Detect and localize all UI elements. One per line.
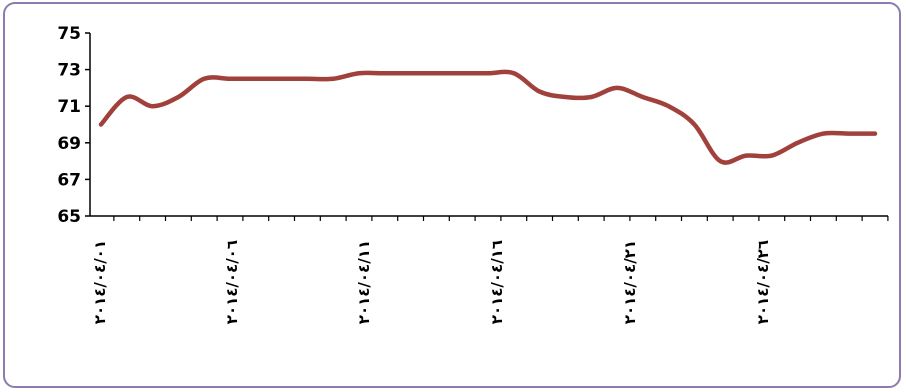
data-point xyxy=(796,141,800,145)
y-tick-label: 73 xyxy=(57,61,81,81)
y-tick-label: 75 xyxy=(57,24,81,44)
data-point xyxy=(538,90,542,94)
x-tick-label: ٢٠١٤/٠٤/٠٦ xyxy=(223,240,241,324)
y-axis: 65 67 69 71 73 75 xyxy=(57,24,91,227)
x-tick-label: ٢٠١٤/٠٤/١١ xyxy=(355,240,373,324)
data-point xyxy=(821,132,825,136)
x-tick-label: ٢٠١٤/٠٤/٢١ xyxy=(621,240,639,324)
data-point xyxy=(744,154,748,158)
data-point xyxy=(847,132,851,136)
data-point xyxy=(718,159,722,163)
data-point xyxy=(331,77,335,81)
data-point xyxy=(228,77,232,81)
x-tick-label: ٢٠١٤/٠٤/١٦ xyxy=(488,240,506,324)
y-tick-label: 65 xyxy=(57,207,81,227)
series xyxy=(98,69,878,165)
data-point xyxy=(409,71,413,75)
data-point xyxy=(641,95,645,99)
data-point xyxy=(202,77,206,81)
data-point xyxy=(692,123,696,127)
data-point xyxy=(460,71,464,75)
y-tick-label: 69 xyxy=(57,134,81,154)
y-tick-label: 67 xyxy=(57,170,81,190)
data-point xyxy=(615,86,619,90)
data-point xyxy=(357,71,361,75)
x-axis: ٢٠١٤/٠٤/٠١ ٢٠١٤/٠٤/٠٦ ٢٠١٤/٠٤/١١ ٢٠١٤/٠٤/١٦… xyxy=(90,215,889,324)
x-tick-label: ٢٠١٤/٠٤/٠١ xyxy=(91,240,109,324)
data-point xyxy=(125,95,129,99)
chart-frame: 65 67 69 71 73 75 ٢٠١٤/٠٤/٠١ ٢٠١٤/٠٤/٠٦ ٢٠١٤/٠٤… xyxy=(3,2,901,388)
data-point xyxy=(254,77,258,81)
data-point xyxy=(383,71,387,75)
data-point xyxy=(873,132,877,136)
data-point xyxy=(305,77,309,81)
data-point xyxy=(589,95,593,99)
data-point xyxy=(151,104,155,108)
data-point xyxy=(563,95,567,99)
data-point xyxy=(486,71,490,75)
series-line xyxy=(98,69,878,165)
data-point xyxy=(770,154,774,158)
x-tick-label: ٢٠١٤/٠٤/٢٦ xyxy=(754,240,772,324)
data-point xyxy=(434,71,438,75)
data-point xyxy=(512,71,516,75)
data-point xyxy=(99,123,103,127)
y-tick-label: 71 xyxy=(57,97,81,117)
data-point xyxy=(176,95,180,99)
data-point xyxy=(667,104,671,108)
data-point xyxy=(280,77,284,81)
